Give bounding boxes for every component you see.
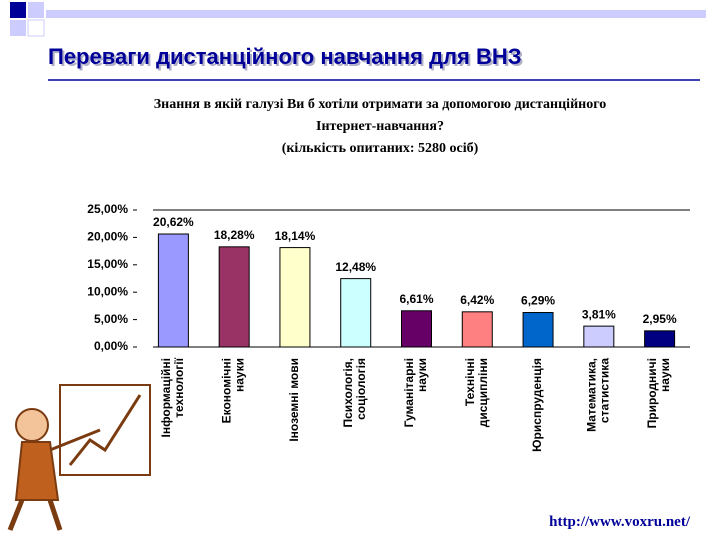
bar xyxy=(583,325,615,348)
deco-square xyxy=(28,2,44,18)
bar xyxy=(401,310,432,348)
x-tick-label: Юриспруденція xyxy=(530,358,544,452)
chart-title: Знання в якій галузі Ви б хотіли отримат… xyxy=(153,97,607,134)
bar xyxy=(644,330,676,348)
url: http://www.voxru.net/ xyxy=(549,514,690,530)
bar xyxy=(218,246,250,348)
y-tick-label: 25,00% xyxy=(87,202,128,216)
value-label: 18,14% xyxy=(275,229,316,243)
clipart xyxy=(7,384,151,531)
x-tick-label: Технічнідисципліни xyxy=(463,358,490,427)
x-tick-label: Математика,статистика xyxy=(585,358,612,432)
value-label: 6,61% xyxy=(399,292,433,306)
y-tick-label: 0,00% xyxy=(94,339,128,353)
bar xyxy=(461,311,493,348)
value-label: 6,29% xyxy=(521,294,555,308)
value-label: 12,48% xyxy=(335,260,376,274)
bar xyxy=(340,278,372,348)
deco-square xyxy=(10,2,26,18)
y-tick-label: 5,00% xyxy=(94,312,128,326)
value-label: 2,95% xyxy=(643,312,677,326)
x-tick-label: Інформаційнітехнології xyxy=(159,357,186,437)
x-tick-label: Економічнінауки xyxy=(220,358,247,423)
value-label: 3,81% xyxy=(582,307,616,321)
chart-title-block: Знання в якій галузі Ви б хотіли отримат… xyxy=(130,94,630,160)
x-tick-label: Гуманітарнінауки xyxy=(402,358,429,427)
x-tick-label: Іноземні мови xyxy=(287,358,301,442)
value-label: 6,42% xyxy=(460,293,494,307)
value-label: 20,62% xyxy=(153,215,194,229)
bar xyxy=(522,312,554,348)
value-label: 18,28% xyxy=(214,228,255,242)
x-tick-label: Психологія,соціологія xyxy=(341,358,368,428)
bar xyxy=(157,233,189,348)
chart-subtitle: (кількість опитаних: 5280 осіб) xyxy=(281,141,479,156)
deco-bar xyxy=(46,10,706,18)
bar xyxy=(279,247,311,348)
y-tick-label: 10,00% xyxy=(87,284,128,298)
slide-title: Переваги дистанційного навчання для ВНЗ xyxy=(48,44,522,69)
x-tick-label: Природничінауки xyxy=(645,358,672,428)
deco-square xyxy=(27,19,45,37)
y-tick-label: 20,00% xyxy=(87,230,128,244)
deco-square xyxy=(10,20,26,36)
y-tick-label: 15,00% xyxy=(87,257,128,271)
